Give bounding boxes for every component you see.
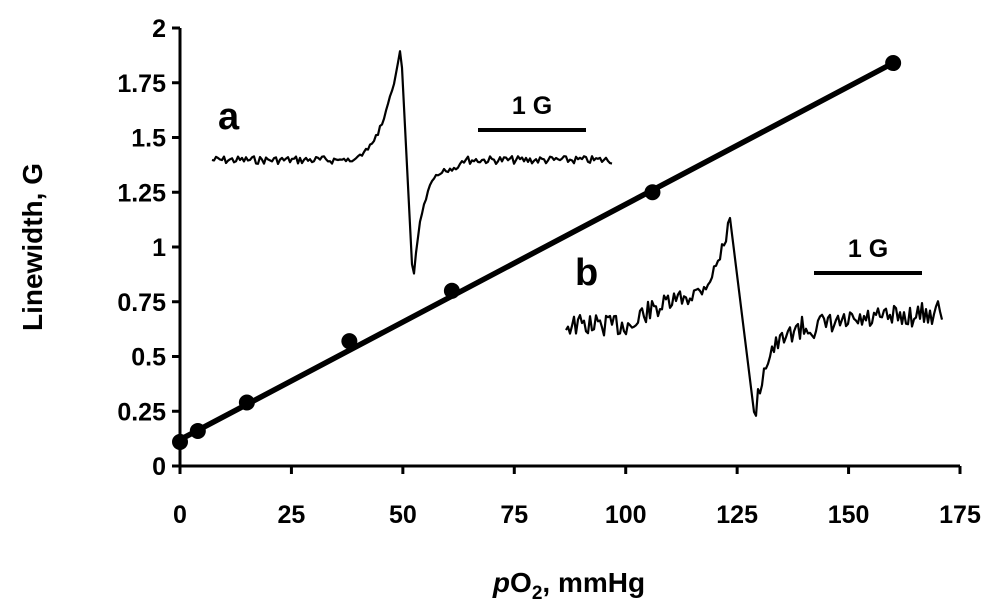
x-axis-title: pO2, mmHg xyxy=(492,567,645,604)
y-tick-label: 1.5 xyxy=(131,125,166,153)
y-tick-label: 1.25 xyxy=(117,179,166,207)
y-tick-label: 1 xyxy=(152,234,166,262)
inset-b-scale-label: 1 G xyxy=(848,235,888,263)
inset-a-trace xyxy=(211,50,613,275)
data-point xyxy=(443,282,460,299)
y-tick-label: 0.75 xyxy=(117,289,166,317)
inset-a-scale-label: 1 G xyxy=(512,92,552,120)
y-tick-label: 0.25 xyxy=(117,398,166,426)
inset-spectrum-a: a 1 G xyxy=(211,50,613,275)
data-point xyxy=(238,394,255,411)
x-axis-title-rest: , mmHg xyxy=(542,567,645,598)
data-points xyxy=(172,55,902,450)
data-point xyxy=(885,55,902,72)
inset-spectrum-b: b 1 G xyxy=(565,216,944,417)
fit-line-group xyxy=(177,60,896,443)
x-axis-title-base: O xyxy=(510,567,532,598)
x-tick-label: 0 xyxy=(173,501,187,529)
x-axis-title-subscript: 2 xyxy=(532,583,543,604)
inset-b-label: b xyxy=(575,252,598,294)
x-tick-label: 75 xyxy=(500,501,528,529)
x-axis-title-italic: p xyxy=(492,567,510,598)
linear-fit-line xyxy=(177,60,896,443)
x-tick-label: 25 xyxy=(278,501,306,529)
y-axis-ticks: 0 0.25 0.5 0.75 1 1.25 1.5 1.75 2 xyxy=(117,15,180,481)
x-axis-ticks: 0 25 50 75 100 125 150 175 xyxy=(173,466,981,529)
inset-b-trace xyxy=(565,216,944,417)
y-tick-label: 0 xyxy=(152,453,166,481)
x-tick-label: 150 xyxy=(828,501,870,529)
y-axis-title: Linewidth, G xyxy=(17,163,48,331)
y-tick-label: 1.75 xyxy=(117,70,166,98)
data-point xyxy=(172,433,188,450)
x-tick-label: 125 xyxy=(716,501,758,529)
data-point xyxy=(341,333,358,350)
data-point xyxy=(189,422,206,439)
y-tick-label: 0.5 xyxy=(131,344,166,372)
inset-a-label: a xyxy=(218,96,240,138)
x-tick-label: 50 xyxy=(389,501,417,529)
x-tick-label: 175 xyxy=(939,501,981,529)
data-point xyxy=(644,184,661,201)
x-tick-label: 100 xyxy=(605,501,647,529)
y-tick-label: 2 xyxy=(152,15,166,43)
axes xyxy=(178,28,960,468)
